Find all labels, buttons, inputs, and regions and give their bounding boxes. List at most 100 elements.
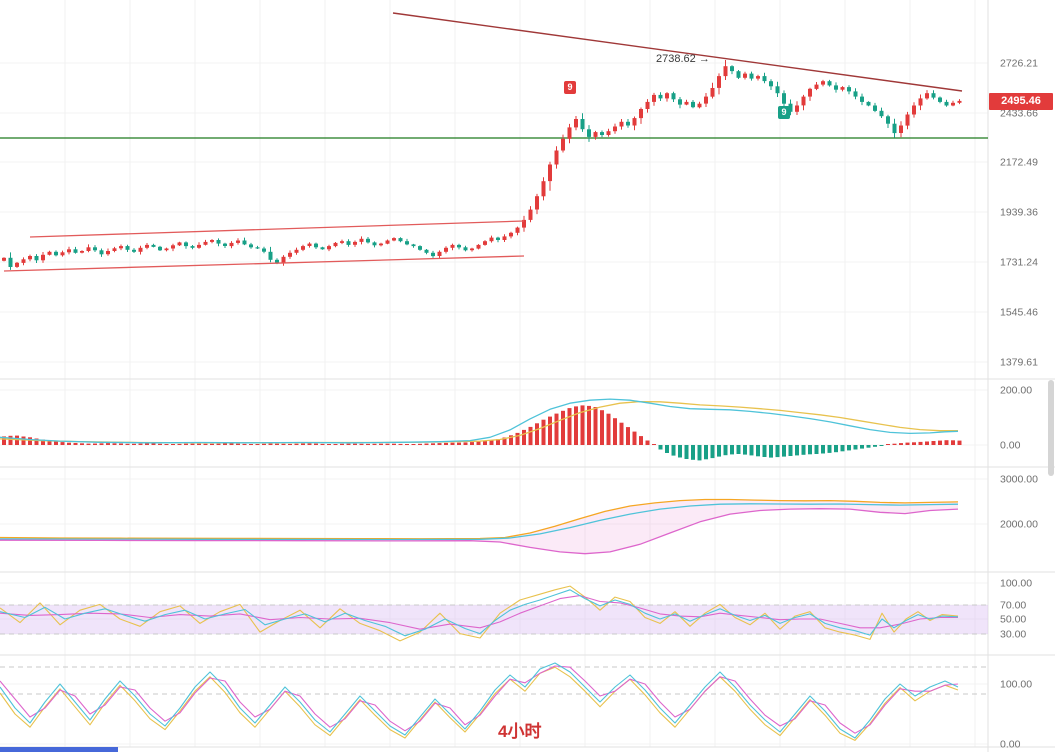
macd-hist-bar — [21, 436, 26, 445]
macd-hist-bar — [522, 429, 526, 445]
macd-hist-bar — [697, 445, 702, 461]
macd-hist-bar — [158, 443, 162, 445]
candle-body — [320, 247, 325, 250]
candle-body — [587, 129, 591, 137]
scrollbar-thumb[interactable] — [1048, 380, 1054, 476]
macd-hist-bar — [723, 445, 728, 456]
candle-body — [658, 94, 663, 99]
macd-hist-bar — [769, 445, 773, 458]
candle-body — [788, 103, 793, 112]
candle-body — [216, 240, 221, 244]
candle-body — [717, 76, 721, 88]
candle-body — [457, 244, 461, 248]
macd-hist-bar — [496, 439, 500, 445]
macd-hist-bar — [645, 440, 650, 445]
candle-body — [476, 244, 481, 249]
candle-body — [190, 246, 195, 248]
macd-hist-bar — [301, 443, 305, 445]
candle-body — [314, 243, 318, 248]
candle-body — [249, 244, 253, 248]
candle-body — [21, 259, 26, 263]
axis-label: 70.00 — [1000, 600, 1026, 612]
candle-body — [892, 123, 897, 134]
macd-hist-bar — [554, 413, 559, 445]
candle-body — [99, 250, 104, 255]
macd-hist-bar — [795, 445, 799, 456]
candle-body — [288, 252, 292, 257]
candle-body — [372, 242, 377, 246]
macd-hist-bar — [528, 426, 533, 446]
macd-hist-bar — [210, 443, 214, 445]
candle-body — [860, 96, 864, 102]
candle-body — [522, 219, 526, 228]
macd-hist-bar — [28, 437, 32, 445]
candle-body — [229, 242, 234, 247]
macd-hist-bar — [132, 443, 136, 445]
indicator-line — [0, 498, 959, 540]
macd-hist-bar — [379, 443, 383, 445]
macd-hist-bar — [333, 444, 338, 445]
macd-hist-bar — [41, 439, 45, 445]
candle-body — [411, 244, 416, 247]
macd-hist-bar — [801, 445, 806, 455]
macd-hist-bar — [541, 419, 546, 445]
candle-body — [463, 247, 468, 251]
candle-body — [437, 251, 442, 256]
macd-hist-bar — [327, 444, 331, 445]
axis-label: 1379.61 — [1000, 357, 1038, 369]
macd-hist-bar — [814, 445, 819, 454]
candle-body — [639, 109, 643, 119]
macd-hist-bar — [944, 440, 949, 445]
candle-body — [470, 248, 474, 251]
candle-body — [366, 238, 370, 243]
ma-band-panel — [0, 498, 959, 555]
macd-hist-bar — [145, 443, 149, 445]
macd-hist-bar — [54, 441, 58, 445]
candle-body — [158, 246, 162, 251]
macd-hist-bar — [561, 410, 565, 445]
candle-body — [951, 102, 955, 106]
macd-hist-bar — [671, 445, 676, 456]
macd-hist-bar — [268, 443, 273, 445]
candle-body — [665, 93, 669, 99]
candle-body — [931, 93, 936, 98]
macd-hist-bar — [476, 441, 481, 445]
candle-body — [41, 254, 45, 261]
macd-hist-bar — [892, 443, 897, 445]
macd-hist-bar — [912, 442, 916, 445]
macd-hist-bar — [216, 443, 221, 445]
axis-label: 2000.00 — [1000, 519, 1038, 531]
candle-body — [2, 257, 6, 261]
candle-body — [489, 237, 494, 242]
macd-hist-bar — [736, 445, 741, 454]
candle-body — [418, 246, 422, 250]
candle-body — [8, 257, 13, 267]
axis-label: 1939.36 — [1000, 207, 1038, 219]
macd-hist-bar — [840, 445, 845, 452]
macd-hist-bar — [918, 441, 923, 445]
macd-hist-bar — [665, 445, 669, 453]
candle-body — [749, 73, 754, 79]
macd-hist-bar — [502, 437, 507, 445]
macd-hist-bar — [730, 445, 734, 455]
candle-body — [886, 116, 890, 124]
candle-body — [15, 262, 19, 267]
macd-hist-bar — [112, 443, 117, 445]
candle-body — [574, 119, 578, 128]
candle-body — [827, 81, 832, 86]
indicator-line — [0, 508, 959, 555]
candle-body — [307, 243, 312, 246]
macd-hist-bar — [372, 443, 377, 445]
candle-body — [879, 110, 884, 117]
candle-body — [385, 240, 390, 244]
macd-hist-bar — [307, 443, 312, 445]
candle-body — [678, 99, 682, 105]
candle-body — [944, 101, 949, 106]
macd-hist-bar — [613, 418, 617, 445]
macd-hist-bar — [86, 443, 91, 445]
axis-label: 2433.66 — [1000, 108, 1038, 120]
macd-hist-bar — [580, 405, 585, 445]
macd-hist-bar — [860, 445, 864, 449]
